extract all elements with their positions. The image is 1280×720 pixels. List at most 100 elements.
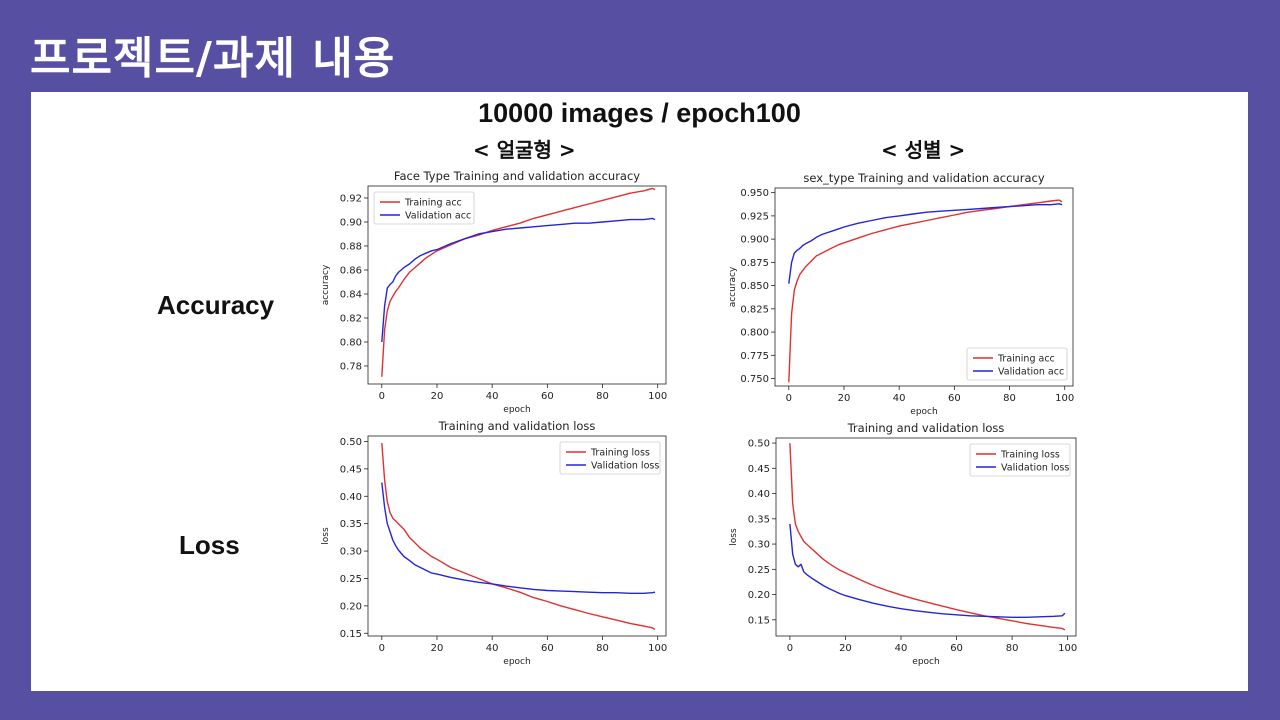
x-tick-label: 0 — [787, 643, 793, 654]
y-tick-label: 0.20 — [748, 590, 770, 601]
y-tick-label: 0.30 — [340, 547, 362, 558]
y-tick-label: 0.950 — [740, 188, 769, 199]
x-tick-label: 100 — [1058, 643, 1077, 654]
y-axis-label: loss — [321, 527, 331, 545]
chart-title: Face Type Training and validation accura… — [394, 169, 640, 183]
legend-box — [373, 191, 475, 225]
legend-entry: Training loss — [590, 448, 650, 459]
x-tick-label: 100 — [648, 643, 667, 654]
gender-heading: < 성별 > — [881, 138, 966, 162]
face-type-heading: < 얼굴형 > — [473, 138, 576, 162]
series-line-validation — [381, 217, 656, 343]
x-axis-label: epoch — [912, 657, 939, 667]
accuracy-row-label: Accuracy — [157, 290, 275, 320]
y-tick-label: 0.900 — [740, 235, 769, 246]
legend-entry: Training acc — [404, 198, 462, 209]
x-tick-label: 60 — [948, 393, 961, 404]
plot-frame — [367, 435, 667, 637]
y-tick-label: 0.800 — [740, 328, 769, 339]
series-line-validation — [789, 523, 1066, 619]
x-tick-label: 20 — [431, 391, 444, 402]
main-heading: 10000 images / epoch100 — [478, 98, 801, 128]
series-line-validation — [788, 203, 1063, 284]
x-axis-label: epoch — [503, 405, 530, 415]
chart-title: Training and validation loss — [438, 420, 596, 433]
legend-entry: Validation acc — [998, 367, 1064, 378]
y-tick-label: 0.775 — [740, 351, 769, 362]
series-line-validation — [381, 482, 656, 595]
y-tick-label: 0.750 — [740, 374, 769, 385]
x-tick-label: 80 — [596, 643, 609, 654]
slide-title: 프로젝트/과제 내용 — [30, 33, 396, 84]
y-tick-label: 0.35 — [748, 514, 770, 525]
face-loss-chart: Training and validation loss 0 20 40 60 80 100… — [321, 420, 667, 667]
legend-box — [969, 443, 1071, 477]
series-line-training — [381, 443, 656, 631]
y-tick-label: 0.92 — [340, 194, 362, 205]
y-tick-label: 0.78 — [340, 362, 362, 373]
y-tick-label: 0.84 — [340, 290, 362, 301]
x-tick-label: 100 — [648, 391, 667, 402]
chart-title: sex_type Training and validation accurac… — [803, 171, 1044, 185]
legend-entry: Validation loss — [1001, 463, 1069, 474]
legend-entry: Validation loss — [591, 461, 659, 472]
y-tick-label: 0.15 — [340, 629, 362, 640]
x-tick-label: 40 — [486, 391, 499, 402]
x-tick-label: 60 — [950, 643, 963, 654]
y-tick-label: 0.25 — [748, 565, 770, 576]
x-tick-label: 60 — [541, 391, 554, 402]
x-tick-label: 0 — [379, 391, 385, 402]
x-tick-label: 20 — [431, 643, 444, 654]
plot-frame — [775, 437, 1077, 637]
y-tick-label: 0.88 — [340, 242, 362, 253]
y-tick-label: 0.15 — [748, 615, 770, 626]
x-tick-label: 80 — [596, 391, 609, 402]
y-tick-label: 0.35 — [340, 519, 362, 530]
y-axis-label: loss — [729, 528, 739, 546]
y-axis-label: accuracy — [321, 264, 331, 305]
y-tick-label: 0.30 — [748, 540, 770, 551]
x-tick-label: 100 — [1055, 393, 1074, 404]
y-tick-label: 0.875 — [740, 258, 769, 269]
y-tick-label: 0.80 — [340, 338, 362, 349]
y-tick-label: 0.25 — [340, 574, 362, 585]
legend-entry: Training loss — [1000, 450, 1060, 461]
y-tick-label: 0.50 — [748, 439, 770, 450]
x-tick-label: 60 — [541, 643, 554, 654]
legend: Training loss Validation loss — [969, 443, 1071, 477]
x-axis-label: epoch — [503, 657, 530, 667]
x-tick-label: 80 — [1006, 643, 1019, 654]
chart-title: Training and validation loss — [847, 422, 1005, 435]
y-tick-label: 0.82 — [340, 314, 362, 325]
plot-frame — [367, 185, 667, 385]
plot-frame — [774, 187, 1074, 387]
y-tick-label: 0.45 — [748, 464, 770, 475]
legend-entry: Validation acc — [405, 211, 471, 222]
x-tick-label: 0 — [379, 643, 385, 654]
x-tick-label: 20 — [838, 393, 851, 404]
y-tick-label: 0.850 — [740, 281, 769, 292]
legend: Training acc Validation acc — [966, 347, 1068, 381]
x-axis-label: epoch — [910, 407, 937, 417]
legend: Training acc Validation acc — [373, 191, 475, 225]
y-tick-label: 0.925 — [740, 211, 769, 222]
y-tick-label: 0.825 — [740, 304, 769, 315]
y-axis-label: accuracy — [728, 266, 738, 307]
y-tick-label: 0.50 — [340, 437, 362, 448]
x-tick-label: 40 — [895, 643, 908, 654]
y-tick-label: 0.45 — [340, 464, 362, 475]
gender-accuracy-chart: sex_type Training and validation accurac… — [728, 171, 1074, 417]
loss-row-label: Loss — [179, 530, 240, 560]
legend-box — [966, 347, 1068, 381]
legend-entry: Training acc — [997, 354, 1055, 365]
x-tick-label: 0 — [786, 393, 792, 404]
series-line-training — [789, 443, 1066, 631]
x-tick-label: 40 — [486, 643, 499, 654]
gender-loss-chart: Training and validation loss 0 20 40 60 80 100… — [729, 422, 1077, 667]
y-tick-label: 0.40 — [748, 489, 770, 500]
y-tick-label: 0.86 — [340, 266, 362, 277]
face-accuracy-chart: Face Type Training and validation accura… — [321, 169, 667, 415]
legend-box — [559, 441, 661, 475]
legend: Training loss Validation loss — [559, 441, 661, 475]
x-tick-label: 40 — [893, 393, 906, 404]
